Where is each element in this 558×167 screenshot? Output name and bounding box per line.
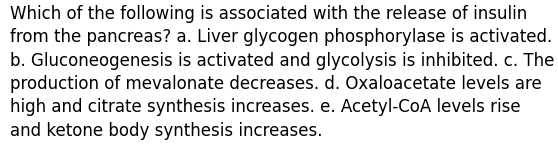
Text: Which of the following is associated with the release of insulin
from the pancre: Which of the following is associated wit… [10, 5, 555, 140]
